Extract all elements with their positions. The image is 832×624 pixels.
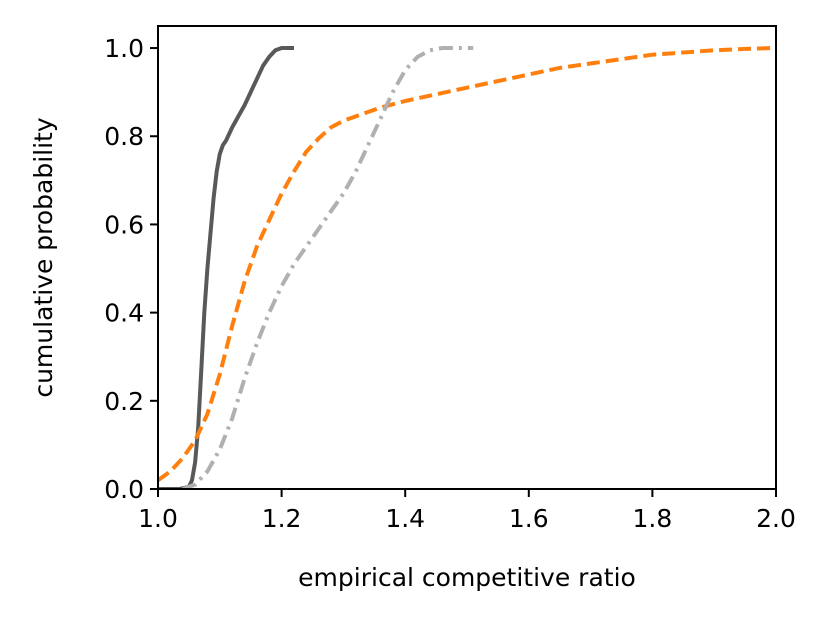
y-tick-label: 1.0	[104, 34, 144, 63]
x-axis-label: empirical competitive ratio	[298, 563, 636, 592]
y-tick-label: 0.6	[104, 210, 144, 239]
plot-frame	[157, 25, 777, 490]
y-axis-label: cumulative probability	[29, 117, 58, 398]
y-tick-label: 0.4	[104, 299, 144, 328]
x-tick-label: 1.4	[385, 504, 425, 533]
x-tick-label: 1.2	[262, 504, 302, 533]
y-tick-label: 0.0	[104, 475, 144, 504]
x-tick-label: 2.0	[756, 504, 796, 533]
x-tick-label: 1.0	[138, 504, 178, 533]
y-tick-label: 0.2	[104, 387, 144, 416]
x-axis: 1.0 1.2 1.4 1.6 1.8 2.0	[138, 489, 796, 533]
x-tick-label: 1.8	[633, 504, 673, 533]
series-line-3	[182, 46, 474, 489]
y-tick-label: 0.8	[104, 122, 144, 151]
series-line-2	[158, 46, 776, 482]
series-layer	[158, 46, 776, 489]
series-line-1	[158, 46, 294, 489]
y-axis: 0.0 0.2 0.4 0.6 0.8 1.0	[104, 34, 158, 504]
x-tick-label: 1.6	[509, 504, 549, 533]
